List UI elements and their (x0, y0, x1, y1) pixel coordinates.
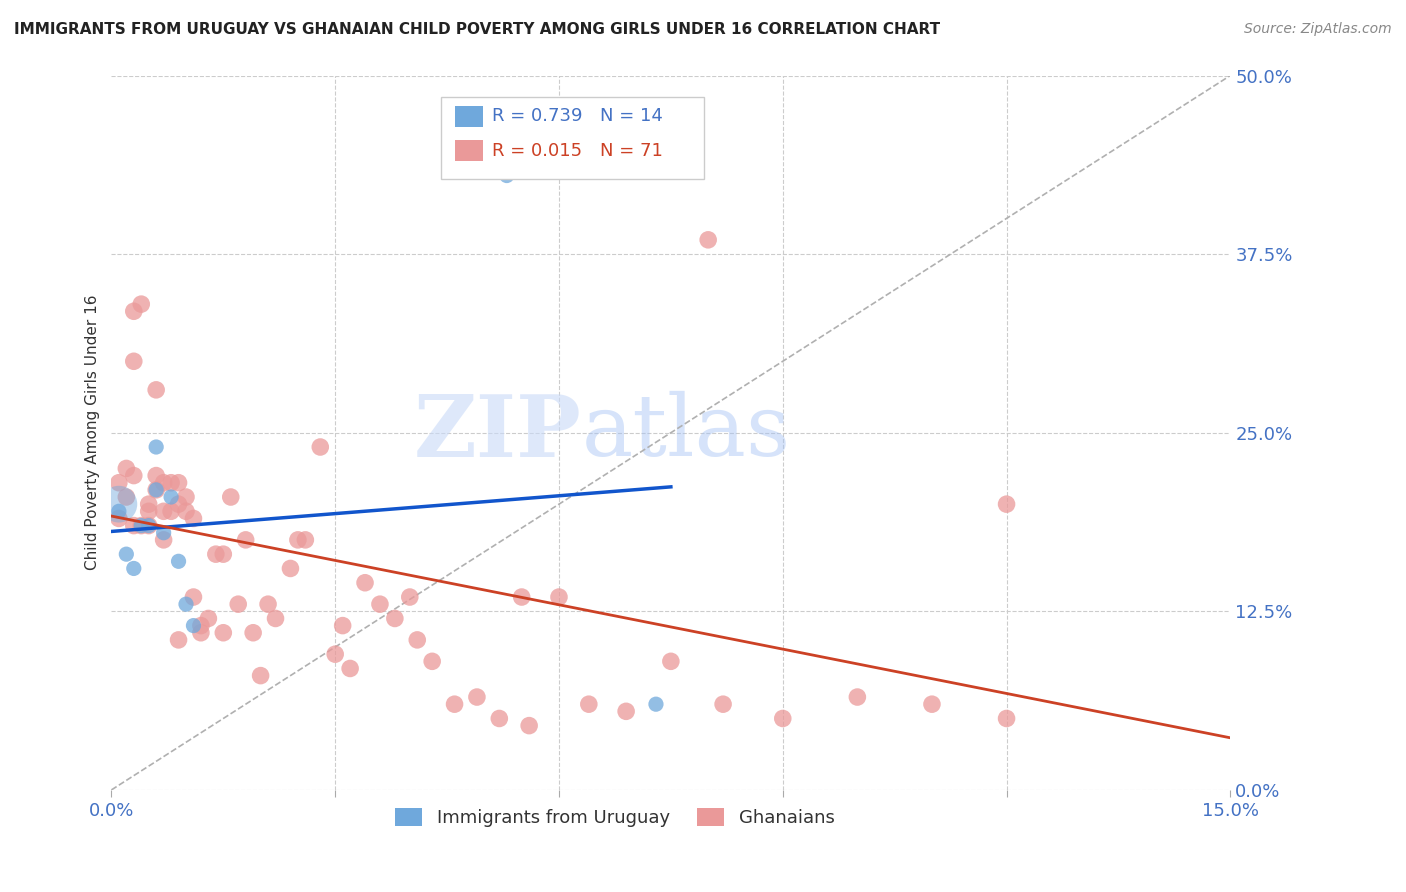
Point (122, 518, 145, 533)
Point (108, 475, 131, 490)
Text: N = 71: N = 71 (600, 142, 664, 160)
Point (108, 504, 131, 518)
Point (152, 525, 174, 540)
Text: IMMIGRANTS FROM URUGUAY VS GHANAIAN CHILD POVERTY AMONG GIRLS UNDER 16 CORRELATI: IMMIGRANTS FROM URUGUAY VS GHANAIAN CHIL… (14, 22, 941, 37)
Point (212, 625, 235, 640)
Point (160, 490, 183, 504)
Point (183, 511, 205, 525)
Point (772, 711, 794, 725)
Point (205, 547, 228, 561)
Point (122, 561, 145, 575)
Point (488, 711, 510, 725)
Point (235, 533, 257, 547)
Point (160, 504, 183, 518)
Point (309, 440, 332, 454)
Point (226, 597, 249, 611)
Point (645, 697, 668, 711)
Point (443, 697, 465, 711)
Point (122, 468, 145, 483)
Point (995, 711, 1018, 725)
Text: atlas: atlas (581, 391, 790, 475)
Point (122, 354, 145, 368)
Point (420, 654, 443, 668)
Point (115, 490, 138, 504)
Point (145, 383, 167, 397)
Point (711, 697, 734, 711)
Point (995, 497, 1018, 511)
Point (138, 518, 160, 533)
Point (585, 154, 607, 169)
Point (578, 697, 600, 711)
Point (495, 169, 517, 183)
Point (323, 647, 346, 661)
Point (183, 618, 205, 632)
Point (160, 475, 183, 490)
Point (174, 597, 197, 611)
Point (138, 504, 160, 518)
Point (287, 533, 309, 547)
Point (339, 661, 361, 675)
Point (152, 475, 174, 490)
Point (406, 632, 429, 647)
Point (129, 297, 152, 311)
Point (174, 490, 197, 504)
Text: Source: ZipAtlas.com: Source: ZipAtlas.com (1244, 22, 1392, 37)
Text: R = 0.739: R = 0.739 (492, 107, 582, 125)
Point (167, 554, 190, 568)
Point (152, 533, 174, 547)
Point (145, 468, 167, 483)
Bar (456, 105, 482, 127)
Point (398, 590, 420, 604)
Point (145, 483, 167, 497)
Point (697, 233, 720, 247)
Point (138, 497, 160, 511)
Point (183, 590, 205, 604)
Point (242, 625, 264, 640)
Point (115, 461, 138, 475)
Point (249, 668, 271, 682)
Point (197, 611, 219, 625)
Point (167, 497, 190, 511)
Point (846, 690, 869, 704)
Point (190, 625, 212, 640)
Text: R = 0.015: R = 0.015 (492, 142, 582, 160)
Point (294, 533, 316, 547)
Point (257, 597, 280, 611)
Point (122, 304, 145, 318)
Bar (456, 140, 482, 161)
Point (145, 483, 167, 497)
Y-axis label: Child Poverty Among Girls Under 16: Child Poverty Among Girls Under 16 (86, 295, 100, 571)
Point (212, 547, 235, 561)
Point (332, 618, 354, 632)
Point (108, 511, 131, 525)
Point (129, 518, 152, 533)
Point (115, 547, 138, 561)
Point (921, 697, 943, 711)
Point (190, 618, 212, 632)
Point (138, 518, 160, 533)
Point (384, 611, 406, 625)
Point (517, 718, 540, 732)
Point (368, 597, 391, 611)
Point (108, 497, 131, 511)
Point (510, 590, 533, 604)
Point (145, 440, 167, 454)
Point (129, 518, 152, 533)
Point (614, 704, 637, 718)
Point (354, 575, 377, 590)
Point (219, 490, 242, 504)
Legend: Immigrants from Uruguay, Ghanaians: Immigrants from Uruguay, Ghanaians (388, 801, 842, 835)
Point (174, 504, 197, 518)
Point (167, 632, 190, 647)
Text: ZIP: ZIP (413, 391, 581, 475)
Point (659, 654, 682, 668)
Point (167, 475, 190, 490)
Text: N = 14: N = 14 (600, 107, 664, 125)
FancyBboxPatch shape (441, 97, 704, 179)
Point (280, 561, 302, 575)
Point (465, 690, 488, 704)
Point (264, 611, 287, 625)
Point (152, 504, 174, 518)
Point (548, 590, 571, 604)
